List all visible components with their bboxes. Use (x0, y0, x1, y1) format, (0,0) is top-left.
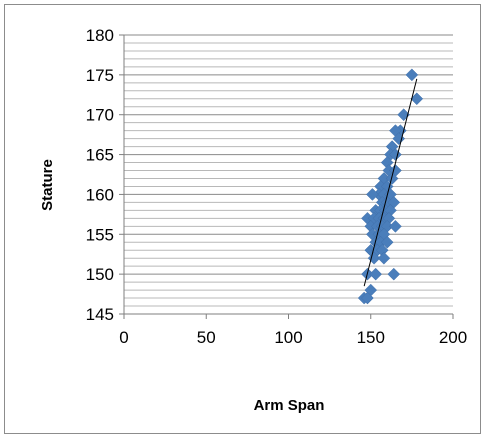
x-axis-title: Arm Span (254, 397, 325, 414)
data-point (385, 172, 399, 185)
data-point (380, 235, 394, 249)
axes (119, 34, 454, 319)
y-axis-title: Stature (39, 159, 56, 211)
data-point (405, 68, 419, 82)
y-tick-label: 175 (86, 66, 114, 85)
y-tick-label: 160 (86, 185, 114, 204)
y-tick-label: 170 (86, 106, 114, 125)
x-tick-label: 150 (357, 328, 385, 347)
x-tick-label: 50 (197, 328, 216, 347)
gridlines (124, 34, 453, 307)
data-point (392, 132, 406, 145)
tick-labels: 145 150 155 160 165 170 175 180 0 50 100 150 200 (86, 26, 468, 347)
data-point (366, 188, 379, 201)
chart-frame (4, 4, 481, 434)
data-point (361, 291, 374, 305)
y-tick-label: 180 (86, 26, 114, 45)
data-point (410, 92, 424, 106)
y-tick-label: 155 (86, 225, 114, 244)
y-tick-label: 145 (86, 305, 114, 324)
x-tick-label: 200 (439, 328, 467, 347)
y-tick-label: 165 (86, 146, 114, 165)
data-point (387, 267, 401, 281)
y-tick-label: 150 (86, 265, 114, 284)
data-points (357, 68, 424, 305)
trendline (363, 78, 418, 287)
trendline-layer (363, 78, 418, 287)
x-tick-label: 0 (119, 328, 128, 347)
data-point (367, 251, 381, 265)
data-point (369, 267, 383, 281)
x-tick-label: 100 (274, 328, 302, 347)
data-point (377, 251, 391, 265)
data-point (389, 219, 402, 233)
